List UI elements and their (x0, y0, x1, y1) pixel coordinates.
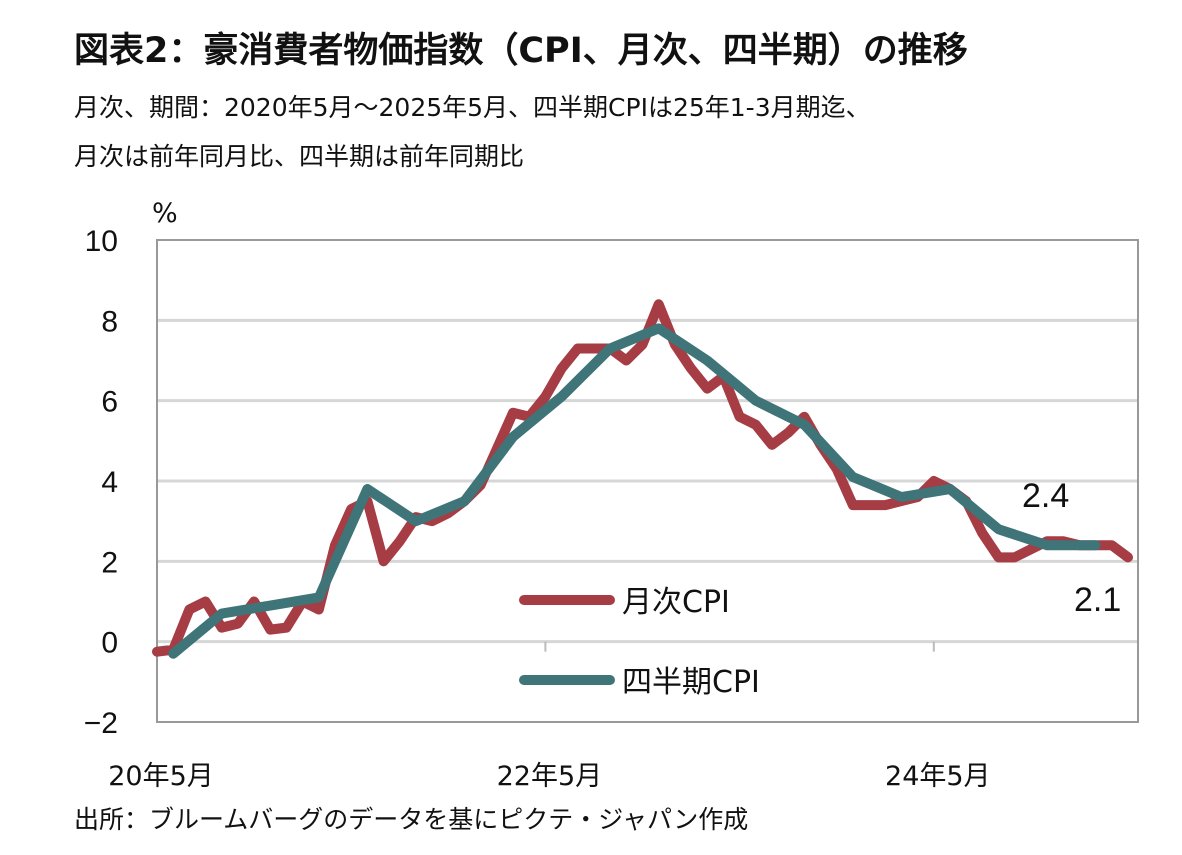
y-tick-label: 8 (101, 305, 118, 338)
data-label-monthly-last: 2.1 (1074, 581, 1121, 619)
series-line-quarterly-cpi (168, 323, 1101, 659)
legend-label-monthly: 月次CPI (622, 585, 730, 620)
y-tick-label: 0 (101, 627, 118, 660)
y-tick-label: −2 (84, 707, 118, 740)
x-tick-label: 20年5月 (108, 761, 214, 792)
y-tick-label: 10 (85, 225, 118, 258)
y-tick-label: 6 (101, 386, 118, 419)
data-label-quarterly-last: 2.4 (1022, 477, 1069, 515)
chart-subtitle-line-1: 月次、期間：2020年5月～2025年5月、四半期CPIは25年1-3月期迄、 (74, 93, 871, 122)
x-axis: 20年5月 22年5月 24年5月 (108, 641, 991, 792)
x-tick-label: 22年5月 (497, 761, 603, 792)
series-lines (152, 299, 1133, 659)
y-tick-label: 2 (101, 546, 118, 579)
chart-subtitle-line-2: 月次は前年同月比、四半期は前年同期比 (74, 142, 525, 171)
source-note: 出所：ブルームバーグのデータを基にピクテ・ジャパン作成 (74, 805, 749, 834)
y-axis: −2 0 2 4 6 8 10 (84, 225, 118, 740)
legend: 月次CPI 四半期CPI (519, 585, 760, 700)
x-tick-label: 24年5月 (885, 761, 991, 792)
chart-title: 図表2：豪消費者物価指数（CPI、月次、四半期）の推移 (74, 31, 968, 71)
y-axis-unit: % (152, 198, 178, 229)
plot-frame (156, 239, 1139, 723)
y-tick-label: 4 (101, 466, 118, 499)
legend-label-quarterly: 四半期CPI (622, 665, 760, 700)
